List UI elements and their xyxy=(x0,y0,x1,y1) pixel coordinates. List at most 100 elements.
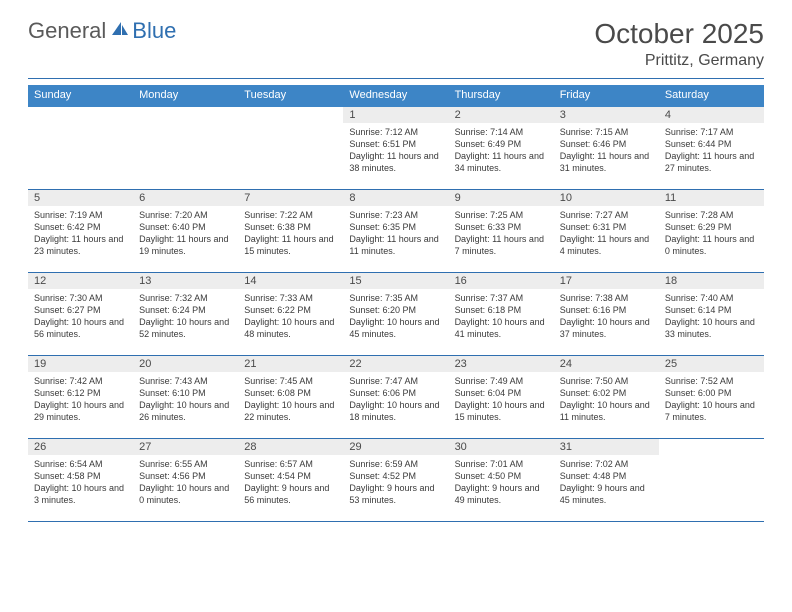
day-header: Sunday xyxy=(28,85,133,107)
day-number: 23 xyxy=(449,356,554,372)
logo-text-general: General xyxy=(28,18,106,44)
header: General Blue October 2025 Prittitz, Germ… xyxy=(0,0,792,76)
calendar-cell-empty xyxy=(238,107,343,189)
day-details: Sunrise: 7:14 AMSunset: 6:49 PMDaylight:… xyxy=(449,123,554,179)
day-details: Sunrise: 6:59 AMSunset: 4:52 PMDaylight:… xyxy=(343,455,448,511)
day-number: 29 xyxy=(343,439,448,455)
day-number: 6 xyxy=(133,190,238,206)
day-number: 5 xyxy=(28,190,133,206)
calendar-week-row: 5Sunrise: 7:19 AMSunset: 6:42 PMDaylight… xyxy=(28,190,764,273)
day-details: Sunrise: 7:25 AMSunset: 6:33 PMDaylight:… xyxy=(449,206,554,262)
day-number: 31 xyxy=(554,439,659,455)
day-details: Sunrise: 7:35 AMSunset: 6:20 PMDaylight:… xyxy=(343,289,448,345)
day-details: Sunrise: 7:12 AMSunset: 6:51 PMDaylight:… xyxy=(343,123,448,179)
day-number: 25 xyxy=(659,356,764,372)
day-number: 18 xyxy=(659,273,764,289)
day-details: Sunrise: 6:54 AMSunset: 4:58 PMDaylight:… xyxy=(28,455,133,511)
day-details: Sunrise: 7:23 AMSunset: 6:35 PMDaylight:… xyxy=(343,206,448,262)
calendar-cell: 12Sunrise: 7:30 AMSunset: 6:27 PMDayligh… xyxy=(28,273,133,355)
day-number: 7 xyxy=(238,190,343,206)
day-details: Sunrise: 7:20 AMSunset: 6:40 PMDaylight:… xyxy=(133,206,238,262)
calendar-cell: 24Sunrise: 7:50 AMSunset: 6:02 PMDayligh… xyxy=(554,356,659,438)
calendar-cell: 1Sunrise: 7:12 AMSunset: 6:51 PMDaylight… xyxy=(343,107,448,189)
calendar-cell: 30Sunrise: 7:01 AMSunset: 4:50 PMDayligh… xyxy=(449,439,554,521)
calendar-cell: 17Sunrise: 7:38 AMSunset: 6:16 PMDayligh… xyxy=(554,273,659,355)
day-number: 27 xyxy=(133,439,238,455)
day-details: Sunrise: 7:28 AMSunset: 6:29 PMDaylight:… xyxy=(659,206,764,262)
day-details: Sunrise: 7:17 AMSunset: 6:44 PMDaylight:… xyxy=(659,123,764,179)
day-details: Sunrise: 6:57 AMSunset: 4:54 PMDaylight:… xyxy=(238,455,343,511)
calendar-cell: 25Sunrise: 7:52 AMSunset: 6:00 PMDayligh… xyxy=(659,356,764,438)
calendar-cell: 28Sunrise: 6:57 AMSunset: 4:54 PMDayligh… xyxy=(238,439,343,521)
calendar-cell: 2Sunrise: 7:14 AMSunset: 6:49 PMDaylight… xyxy=(449,107,554,189)
calendar-cell: 27Sunrise: 6:55 AMSunset: 4:56 PMDayligh… xyxy=(133,439,238,521)
calendar: SundayMondayTuesdayWednesdayThursdayFrid… xyxy=(28,85,764,522)
day-number: 10 xyxy=(554,190,659,206)
day-number: 26 xyxy=(28,439,133,455)
calendar-cell: 10Sunrise: 7:27 AMSunset: 6:31 PMDayligh… xyxy=(554,190,659,272)
day-number: 1 xyxy=(343,107,448,123)
day-number: 22 xyxy=(343,356,448,372)
calendar-cell: 29Sunrise: 6:59 AMSunset: 4:52 PMDayligh… xyxy=(343,439,448,521)
calendar-week-row: 19Sunrise: 7:42 AMSunset: 6:12 PMDayligh… xyxy=(28,356,764,439)
calendar-cell: 5Sunrise: 7:19 AMSunset: 6:42 PMDaylight… xyxy=(28,190,133,272)
day-number: 15 xyxy=(343,273,448,289)
day-details: Sunrise: 7:22 AMSunset: 6:38 PMDaylight:… xyxy=(238,206,343,262)
title-block: October 2025 Prittitz, Germany xyxy=(594,18,764,70)
calendar-week-row: 26Sunrise: 6:54 AMSunset: 4:58 PMDayligh… xyxy=(28,439,764,522)
day-details: Sunrise: 7:37 AMSunset: 6:18 PMDaylight:… xyxy=(449,289,554,345)
day-details: Sunrise: 7:19 AMSunset: 6:42 PMDaylight:… xyxy=(28,206,133,262)
calendar-week-row: 12Sunrise: 7:30 AMSunset: 6:27 PMDayligh… xyxy=(28,273,764,356)
calendar-cell: 26Sunrise: 6:54 AMSunset: 4:58 PMDayligh… xyxy=(28,439,133,521)
day-details: Sunrise: 7:27 AMSunset: 6:31 PMDaylight:… xyxy=(554,206,659,262)
calendar-cell: 18Sunrise: 7:40 AMSunset: 6:14 PMDayligh… xyxy=(659,273,764,355)
day-number: 9 xyxy=(449,190,554,206)
day-details: Sunrise: 7:33 AMSunset: 6:22 PMDaylight:… xyxy=(238,289,343,345)
day-details: Sunrise: 7:38 AMSunset: 6:16 PMDaylight:… xyxy=(554,289,659,345)
day-details: Sunrise: 7:42 AMSunset: 6:12 PMDaylight:… xyxy=(28,372,133,428)
calendar-cell: 13Sunrise: 7:32 AMSunset: 6:24 PMDayligh… xyxy=(133,273,238,355)
calendar-week-row: 1Sunrise: 7:12 AMSunset: 6:51 PMDaylight… xyxy=(28,107,764,190)
day-number: 12 xyxy=(28,273,133,289)
calendar-cell-empty xyxy=(133,107,238,189)
day-details: Sunrise: 7:02 AMSunset: 4:48 PMDaylight:… xyxy=(554,455,659,511)
day-details: Sunrise: 7:01 AMSunset: 4:50 PMDaylight:… xyxy=(449,455,554,511)
header-divider xyxy=(28,78,764,79)
calendar-cell: 7Sunrise: 7:22 AMSunset: 6:38 PMDaylight… xyxy=(238,190,343,272)
calendar-cell: 6Sunrise: 7:20 AMSunset: 6:40 PMDaylight… xyxy=(133,190,238,272)
day-header: Saturday xyxy=(659,85,764,107)
day-header: Tuesday xyxy=(238,85,343,107)
day-details: Sunrise: 7:30 AMSunset: 6:27 PMDaylight:… xyxy=(28,289,133,345)
day-number: 11 xyxy=(659,190,764,206)
day-details: Sunrise: 7:50 AMSunset: 6:02 PMDaylight:… xyxy=(554,372,659,428)
calendar-cell: 9Sunrise: 7:25 AMSunset: 6:33 PMDaylight… xyxy=(449,190,554,272)
day-number: 8 xyxy=(343,190,448,206)
day-header: Wednesday xyxy=(343,85,448,107)
calendar-cell: 3Sunrise: 7:15 AMSunset: 6:46 PMDaylight… xyxy=(554,107,659,189)
calendar-cell: 21Sunrise: 7:45 AMSunset: 6:08 PMDayligh… xyxy=(238,356,343,438)
day-details: Sunrise: 7:32 AMSunset: 6:24 PMDaylight:… xyxy=(133,289,238,345)
calendar-cell: 22Sunrise: 7:47 AMSunset: 6:06 PMDayligh… xyxy=(343,356,448,438)
day-number: 4 xyxy=(659,107,764,123)
day-details: Sunrise: 7:40 AMSunset: 6:14 PMDaylight:… xyxy=(659,289,764,345)
calendar-cell: 4Sunrise: 7:17 AMSunset: 6:44 PMDaylight… xyxy=(659,107,764,189)
day-number: 21 xyxy=(238,356,343,372)
location: Prittitz, Germany xyxy=(594,52,764,70)
day-number: 14 xyxy=(238,273,343,289)
day-number: 13 xyxy=(133,273,238,289)
day-details: Sunrise: 7:43 AMSunset: 6:10 PMDaylight:… xyxy=(133,372,238,428)
calendar-cell: 20Sunrise: 7:43 AMSunset: 6:10 PMDayligh… xyxy=(133,356,238,438)
day-details: Sunrise: 7:49 AMSunset: 6:04 PMDaylight:… xyxy=(449,372,554,428)
logo-sail-icon xyxy=(110,20,130,43)
calendar-cell-empty xyxy=(659,439,764,521)
logo: General Blue xyxy=(28,18,176,44)
calendar-cell: 14Sunrise: 7:33 AMSunset: 6:22 PMDayligh… xyxy=(238,273,343,355)
calendar-cell-empty xyxy=(28,107,133,189)
day-headers-row: SundayMondayTuesdayWednesdayThursdayFrid… xyxy=(28,85,764,107)
calendar-cell: 11Sunrise: 7:28 AMSunset: 6:29 PMDayligh… xyxy=(659,190,764,272)
day-number: 16 xyxy=(449,273,554,289)
day-number: 30 xyxy=(449,439,554,455)
calendar-cell: 16Sunrise: 7:37 AMSunset: 6:18 PMDayligh… xyxy=(449,273,554,355)
day-number: 19 xyxy=(28,356,133,372)
day-number: 24 xyxy=(554,356,659,372)
